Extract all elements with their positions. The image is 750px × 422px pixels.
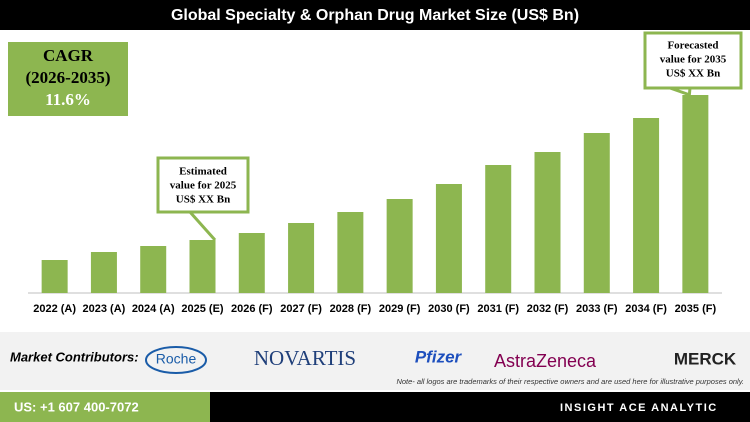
bar	[238, 233, 265, 293]
logo: AstraZeneca	[494, 351, 597, 371]
bar	[534, 152, 561, 293]
logo: NOVARTIS	[254, 346, 356, 370]
x-tick-label: 2027 (F)	[280, 303, 322, 315]
bar	[386, 199, 413, 293]
x-tick-label: 2024 (A)	[132, 303, 175, 315]
x-tick-label: 2035 (F)	[675, 303, 717, 315]
bar	[337, 212, 364, 293]
bar	[189, 240, 216, 293]
x-tick-label: 2026 (F)	[231, 303, 273, 315]
callout-pointer	[188, 211, 217, 241]
bar	[435, 184, 462, 293]
cagr-label: CAGR	[43, 46, 94, 65]
logo-frame	[145, 346, 207, 374]
callout-text: Forecasted	[667, 40, 718, 52]
x-tick-label: 2025 (E)	[181, 303, 224, 315]
footer-phone-box	[0, 392, 210, 422]
bar	[633, 118, 660, 293]
x-tick-label: 2031 (F)	[477, 303, 519, 315]
callout-box	[643, 31, 743, 90]
x-tick-label: 2033 (F)	[576, 303, 618, 315]
bar	[288, 223, 315, 293]
chart-title: Global Specialty & Orphan Drug Market Si…	[171, 7, 579, 24]
callout-text: value for 2025	[170, 180, 237, 192]
note: Note- all logos are trademarks of their …	[396, 377, 744, 386]
bar	[682, 95, 709, 293]
x-tick-label: 2034 (F)	[625, 303, 667, 315]
logo: Roche	[156, 351, 197, 367]
cagr-value: 11.6%	[45, 90, 91, 109]
callout-box	[156, 156, 250, 214]
logo: MERCK	[674, 349, 737, 368]
x-tick-label: 2022 (A)	[33, 303, 76, 315]
contributors-label: Market Contributors:	[10, 349, 139, 364]
bar	[485, 165, 512, 293]
x-tick-label: 2023 (A)	[83, 303, 126, 315]
footer-brand: INSIGHT ACE ANALYTIC	[560, 402, 718, 414]
cagr-box	[8, 42, 128, 116]
bar	[41, 260, 68, 293]
x-tick-label: 2029 (F)	[379, 303, 421, 315]
bar	[583, 133, 610, 293]
contributors-band	[0, 332, 750, 390]
callout-text: US$ XX Bn	[666, 68, 720, 80]
title-bar	[0, 0, 750, 30]
x-tick-label: 2032 (F)	[527, 303, 569, 315]
footer-phone: US: +1 607 400-7072	[14, 399, 139, 414]
callout-text: value for 2035	[660, 54, 727, 66]
callout-text: Estimated	[179, 166, 227, 178]
cagr-period: (2026-2035)	[26, 68, 111, 87]
bar	[90, 252, 117, 293]
callout-text: US$ XX Bn	[176, 194, 230, 206]
x-tick-label: 2028 (F)	[330, 303, 372, 315]
x-tick-label: 2030 (F)	[428, 303, 470, 315]
bar	[140, 246, 167, 293]
logo: Pfizer	[415, 347, 463, 366]
